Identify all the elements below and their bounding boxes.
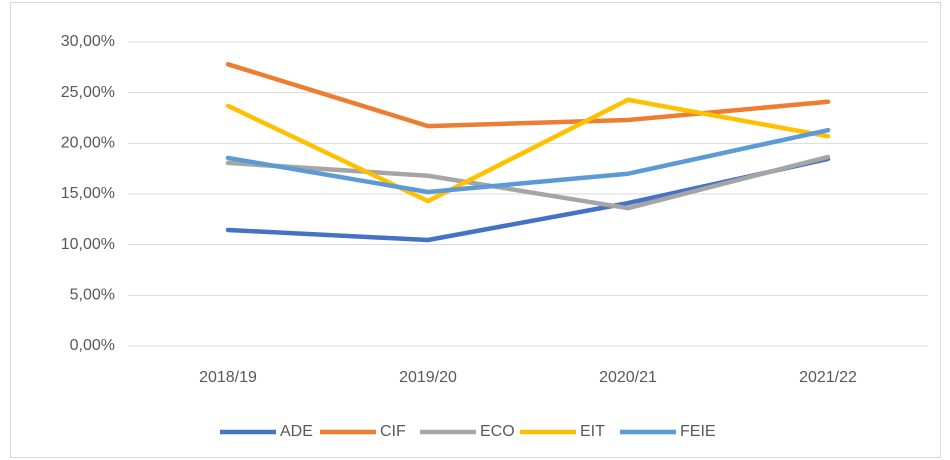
- legend-label: CIF: [380, 423, 406, 440]
- y-tick-label: 20,00%: [61, 135, 115, 152]
- legend-label: ECO: [480, 423, 515, 440]
- y-tick-label: 30,00%: [61, 33, 115, 50]
- series-line: [225, 97, 831, 204]
- y-tick-label: 10,00%: [61, 236, 115, 253]
- series-line: [225, 154, 831, 211]
- y-tick-label: 0,00%: [70, 337, 115, 354]
- legend-label: EIT: [580, 423, 605, 440]
- legend-label: FEIE: [680, 423, 716, 440]
- x-tick-label: 2020/21: [599, 369, 657, 386]
- x-tick-label: 2021/22: [799, 369, 857, 386]
- legend-label: ADE: [280, 423, 313, 440]
- x-tick-label: 2019/20: [399, 369, 457, 386]
- series-line: [225, 127, 831, 195]
- series-line: [225, 62, 831, 129]
- y-tick-label: 5,00%: [70, 287, 115, 304]
- y-tick-label: 15,00%: [61, 185, 115, 202]
- x-tick-label: 2018/19: [199, 369, 257, 386]
- y-tick-label: 25,00%: [61, 84, 115, 101]
